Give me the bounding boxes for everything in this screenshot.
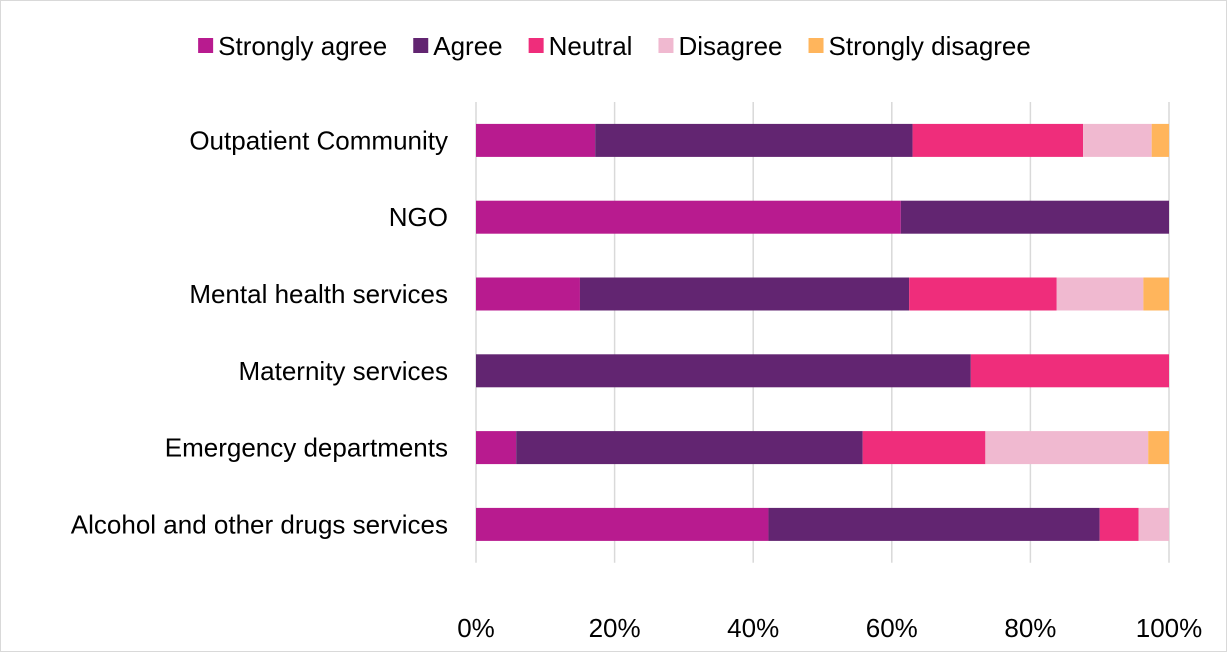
category-label: Emergency departments	[165, 433, 448, 463]
category-labels: Outpatient Community NGO Mental health ser…	[71, 125, 448, 539]
category-label: Maternity services	[239, 356, 449, 386]
bar-segment	[476, 123, 596, 157]
x-tick-label: 80%	[1004, 613, 1056, 643]
bar-segment	[579, 277, 910, 311]
bars	[476, 123, 1169, 541]
category-label: Outpatient Community	[189, 125, 448, 155]
legend-label: Agree	[433, 31, 502, 61]
legend: Strongly agree Agree Neutral Disagree Strong…	[198, 31, 1031, 61]
category-label: NGO	[389, 202, 448, 232]
bar-segment	[476, 354, 971, 388]
bar-segment	[862, 431, 986, 465]
bar-segment	[985, 431, 1149, 465]
bar-segment	[516, 431, 863, 465]
legend-item: Strongly agree	[198, 31, 387, 61]
legend-swatch	[528, 38, 544, 53]
bar-segment	[1056, 277, 1144, 311]
legend-label: Strongly agree	[218, 31, 387, 61]
legend-item: Agree	[413, 31, 503, 61]
bar-segment	[476, 431, 517, 465]
bar-segment	[1138, 507, 1169, 541]
bar-segment	[1083, 123, 1152, 157]
legend-item: Neutral	[528, 31, 633, 61]
legend-label: Strongly disagree	[829, 31, 1031, 61]
x-tick-labels: 0% 20% 40% 60% 80% 100%	[457, 613, 1202, 643]
bar-segment	[595, 123, 913, 157]
bar-segment	[900, 200, 1169, 234]
x-tick-label: 0%	[457, 613, 495, 643]
bar-segment	[1148, 431, 1169, 465]
bar-segment	[1143, 277, 1169, 311]
bar-segment	[476, 507, 769, 541]
legend-item: Disagree	[658, 31, 783, 61]
legend-swatch	[198, 38, 214, 53]
bar-segment	[909, 277, 1057, 311]
bar-segment	[1099, 507, 1139, 541]
legend-swatch	[658, 38, 674, 53]
bar-segment	[1151, 123, 1169, 157]
x-tick-label: 40%	[727, 613, 779, 643]
legend-swatch	[808, 38, 824, 53]
legend-label: Neutral	[549, 31, 633, 61]
category-label: Mental health services	[189, 279, 448, 309]
legend-item: Strongly disagree	[808, 31, 1031, 61]
bar-segment	[476, 200, 901, 234]
x-tick-label: 100%	[1136, 613, 1203, 643]
legend-swatch	[413, 38, 429, 53]
bar-segment	[476, 277, 580, 311]
bar-segment	[912, 123, 1084, 157]
category-label: Alcohol and other drugs services	[71, 509, 448, 539]
legend-label: Disagree	[678, 31, 782, 61]
bar-segment	[970, 354, 1169, 388]
gridlines	[475, 102, 1170, 563]
x-tick-label: 60%	[866, 613, 918, 643]
x-tick-label: 20%	[589, 613, 641, 643]
bar-segment	[768, 507, 1100, 541]
